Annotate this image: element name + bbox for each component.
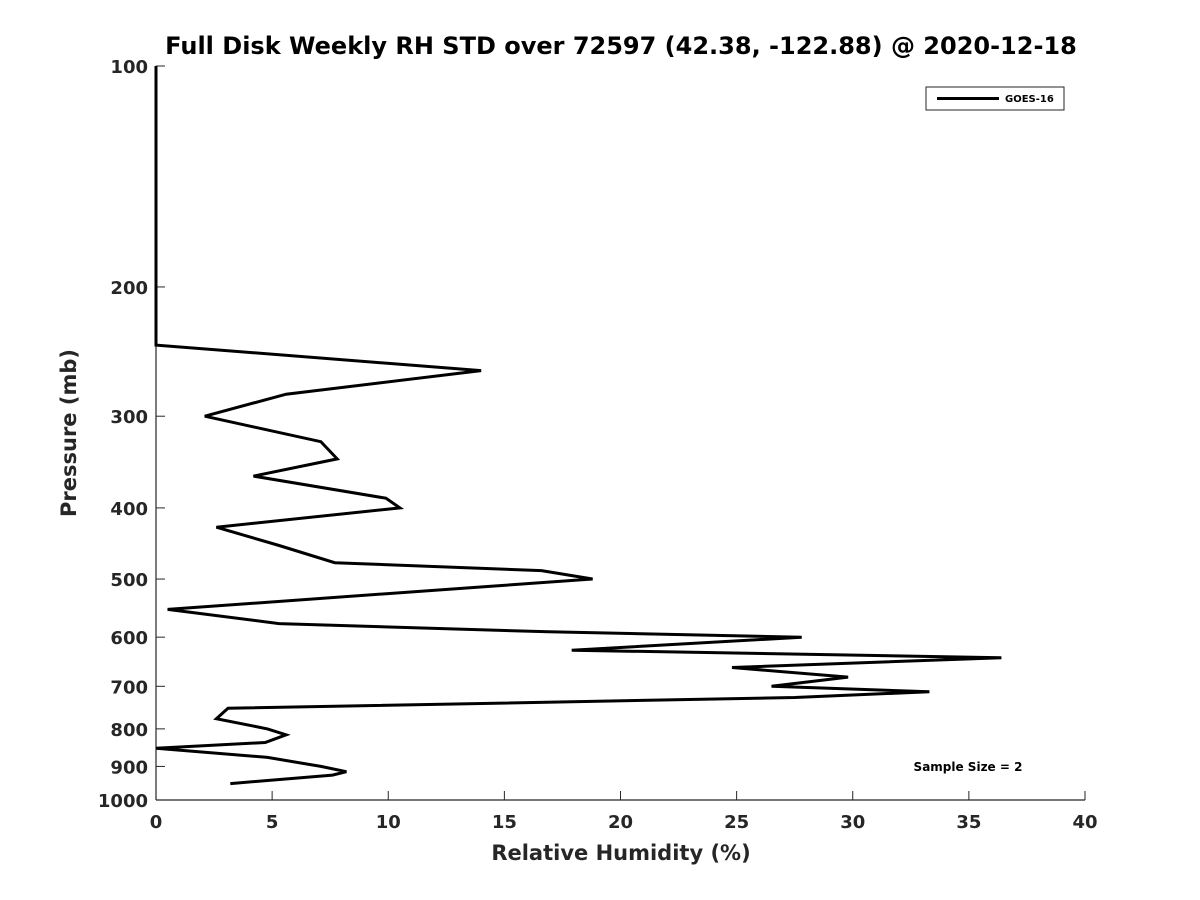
- x-tick-label: 15: [492, 812, 517, 833]
- y-tick-label: 800: [110, 720, 148, 741]
- y-tick-label: 400: [110, 499, 148, 520]
- series-layer: [154, 66, 1002, 786]
- x-tick-label: 5: [266, 812, 279, 833]
- chart-title: Full Disk Weekly RH STD over 72597 (42.3…: [165, 32, 1077, 60]
- y-ticks: 100 200 300 400 500 600 700 800 900 1000: [98, 57, 165, 812]
- legend-label: GOES-16: [1005, 94, 1054, 105]
- x-tick-label: 10: [376, 812, 401, 833]
- y-tick-label: 900: [110, 757, 148, 778]
- y-tick-label: 300: [110, 407, 148, 428]
- y-tick-label: 200: [110, 278, 148, 299]
- x-tick-label: 20: [608, 812, 633, 833]
- y-axis-label: Pressure (mb): [57, 349, 81, 517]
- x-tick-label: 35: [956, 812, 981, 833]
- y-tick-label: 1000: [98, 791, 148, 812]
- y-tick-label: 100: [110, 57, 148, 78]
- x-axis-label: Relative Humidity (%): [491, 841, 750, 865]
- x-tick-label: 0: [150, 812, 163, 833]
- x-tick-label: 40: [1072, 812, 1097, 833]
- x-tick-label: 25: [724, 812, 749, 833]
- y-tick-label: 600: [110, 628, 148, 649]
- x-ticks: 0 5 10 15 20 25 30 35 40: [150, 791, 1098, 833]
- series-line-goes-16: [154, 66, 1002, 786]
- x-tick-label: 30: [840, 812, 865, 833]
- y-tick-label: 500: [110, 570, 148, 591]
- legend: GOES-16: [925, 86, 1065, 111]
- sample-size-annotation: Sample Size = 2: [914, 760, 1023, 774]
- y-tick-label: 700: [110, 677, 148, 698]
- axes: [155, 66, 1085, 801]
